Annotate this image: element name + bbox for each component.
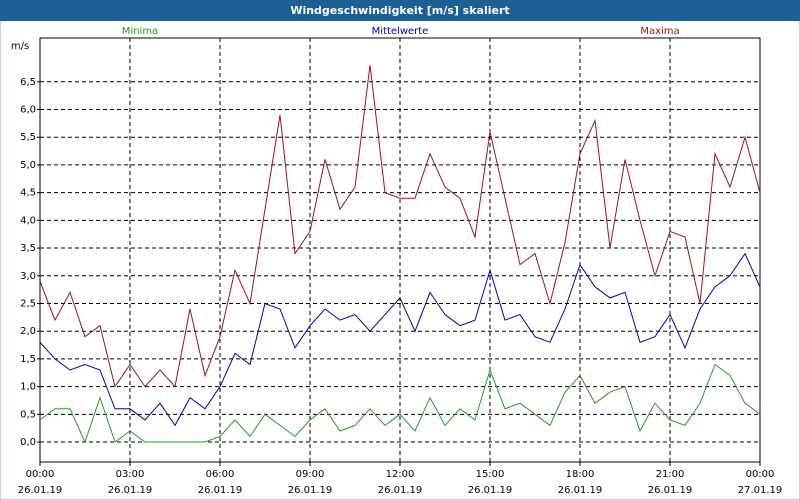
x-tick-date: 26.01.19 xyxy=(198,485,243,496)
x-tick-label: 06:00 xyxy=(206,469,235,480)
x-tick-date: 26.01.19 xyxy=(648,485,693,496)
y-tick-label: 3,5 xyxy=(20,243,36,254)
x-tick-date: 26.01.19 xyxy=(378,485,423,496)
y-tick-label: 5,0 xyxy=(20,160,36,171)
x-tick-label: 00:00 xyxy=(26,469,55,480)
x-tick-label: 15:00 xyxy=(476,469,505,480)
legend-entry: Minima xyxy=(122,26,158,37)
y-tick-label: 1,5 xyxy=(20,354,36,365)
y-axis-label: m/s xyxy=(11,41,29,52)
x-tick-date: 26.01.19 xyxy=(558,485,603,496)
y-tick-label: 2,0 xyxy=(20,326,36,337)
x-tick-date: 26.01.19 xyxy=(288,485,333,496)
y-tick-label: 3,0 xyxy=(20,271,36,282)
x-tick-label: 03:00 xyxy=(116,469,145,480)
x-tick-label: 12:00 xyxy=(386,469,415,480)
series-line xyxy=(39,65,761,388)
y-tick-label: 1,0 xyxy=(20,382,36,393)
x-tick-date: 26.01.19 xyxy=(468,485,513,496)
y-tick-label: 0,5 xyxy=(20,409,36,420)
y-tick-label: 4,5 xyxy=(20,188,36,199)
y-tick-label: 2,5 xyxy=(20,298,36,309)
legend-entry: Maxima xyxy=(640,26,679,37)
legend-entry: Mittelwerte xyxy=(372,26,429,37)
chart-title: Windgeschwindigkeit [m/s] skaliert xyxy=(290,4,509,17)
series-line xyxy=(39,363,761,444)
y-tick-label: 0,0 xyxy=(20,437,36,448)
y-tick-label: 4,0 xyxy=(20,215,36,226)
x-tick-label: 09:00 xyxy=(296,469,325,480)
x-tick-date: 26.01.19 xyxy=(18,485,63,496)
x-tick-label: 21:00 xyxy=(656,469,685,480)
y-tick-label: 5,5 xyxy=(20,132,36,143)
x-tick-label: 00:00 xyxy=(746,469,775,480)
y-tick-label: 6,0 xyxy=(20,104,36,115)
series-line xyxy=(39,252,761,427)
x-tick-label: 18:00 xyxy=(566,469,595,480)
x-tick-date: 26.01.19 xyxy=(108,485,153,496)
y-tick-label: 6,5 xyxy=(20,77,36,88)
x-tick-date: 27.01.19 xyxy=(738,485,783,496)
title-bar xyxy=(0,0,800,21)
